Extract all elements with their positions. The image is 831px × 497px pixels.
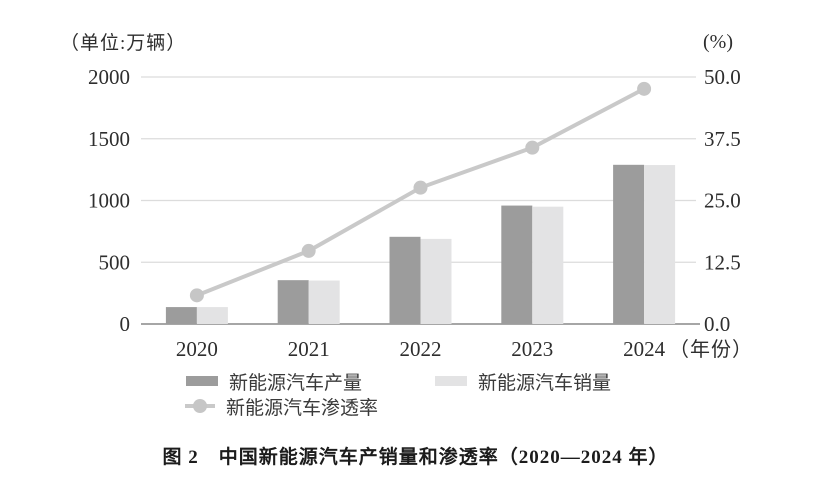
chart-canvas: 2000 1500 1000 500 0 50.0 37.5 25.0 12.5 0.0 2020 2… <box>88 65 753 361</box>
x-axis-year-suffix: （年份） <box>669 338 753 361</box>
legend-label-penetration: 新能源汽车渗透率 <box>226 397 379 419</box>
bar-sales-2021 <box>308 280 340 324</box>
right-axis-tick: 37.5 <box>704 127 741 151</box>
left-axis-tick: 1500 <box>88 127 130 151</box>
bar-production-2022 <box>389 236 421 324</box>
legend-item-production: 新能源汽车产量 <box>186 370 363 394</box>
legend-label-production: 新能源汽车产量 <box>229 372 363 394</box>
penetration-marker-2023 <box>525 140 540 155</box>
left-axis-unit-label: （单位:万辆） <box>60 33 187 54</box>
x-tick-2024: 2024 <box>623 337 666 361</box>
x-tick-2020: 2020 <box>176 337 218 361</box>
x-tick-2023: 2023 <box>511 337 553 361</box>
right-axis-tick: 50.0 <box>704 65 741 89</box>
right-axis-tick: 12.5 <box>704 250 741 274</box>
right-axis-tick: 25.0 <box>704 189 741 213</box>
x-tick-2021: 2021 <box>288 337 330 361</box>
left-axis-tick: 2000 <box>88 65 130 89</box>
penetration-marker-2024 <box>637 81 652 96</box>
left-axis-tick: 1000 <box>88 189 130 213</box>
right-axis-tick: 0.0 <box>704 312 730 336</box>
legend-swatch-sales-icon <box>435 376 467 386</box>
x-tick-2022: 2022 <box>400 337 442 361</box>
bar-production-2020 <box>165 307 197 324</box>
right-axis-unit-label: (%) <box>703 31 733 53</box>
penetration-marker-2022 <box>413 180 428 195</box>
left-axis-tick: 0 <box>120 312 131 336</box>
bar-sales-2024 <box>644 165 676 324</box>
left-axis-tick: 500 <box>99 250 131 274</box>
bar-sales-2020 <box>196 307 228 324</box>
bar-production-2023 <box>501 205 533 324</box>
penetration-marker-2021 <box>301 243 316 258</box>
legend-item-sales: 新能源汽车销量 <box>435 370 612 394</box>
legend-dot-icon <box>193 399 207 413</box>
legend-item-penetration: 新能源汽车渗透率 <box>185 395 379 419</box>
bar-production-2021 <box>277 280 309 324</box>
legend-label-sales: 新能源汽车销量 <box>478 372 612 394</box>
legend-swatch-penetration-line-icon <box>185 399 215 413</box>
bar-production-2024 <box>613 164 645 324</box>
penetration-marker-2020 <box>189 288 204 303</box>
legend-swatch-production-icon <box>186 376 218 386</box>
figure-caption: 图 2 中国新能源汽车产销量和渗透率（2020—2024 年） <box>162 447 669 468</box>
bar-sales-2023 <box>532 206 564 324</box>
bar-sales-2022 <box>420 238 452 324</box>
